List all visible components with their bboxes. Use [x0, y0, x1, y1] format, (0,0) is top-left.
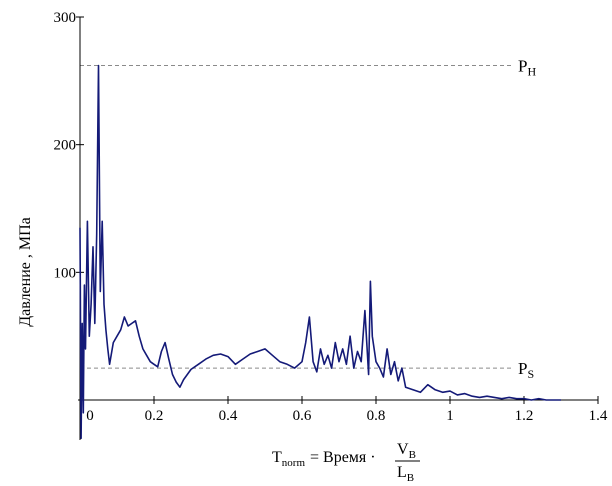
x-tick-label: 0.2: [145, 408, 164, 424]
x-tick-label: 0.8: [367, 408, 386, 424]
y-tick-label: 100: [54, 265, 77, 281]
reference-label-ps: PS: [518, 359, 534, 381]
x-tick-label: 1.2: [515, 408, 534, 424]
x-tick-label: 0.4: [219, 408, 238, 424]
formula-denominator: LB: [397, 464, 414, 484]
series-layer: [79, 64, 561, 440]
formula-middle: = Время ·: [310, 449, 376, 466]
y-tick-label: 200: [54, 138, 77, 154]
x-tick-label: 1: [446, 408, 454, 424]
reference-label-ph: PH: [518, 57, 536, 79]
x-tick-label: 0: [86, 408, 94, 424]
reference-lines-layer: [80, 65, 512, 369]
formula-lhs: Tnorm: [272, 449, 305, 469]
formula-numerator: VB: [397, 441, 416, 461]
y-tick-label: 300: [54, 10, 77, 26]
x-tick-label: 0.6: [293, 408, 312, 424]
reference-labels-layer: PH PS: [518, 57, 536, 382]
pressure-series-line: [79, 64, 561, 440]
x-tick-label: 1.4: [589, 408, 608, 424]
ticks-layer: 0 0.2 0.4 0.6 0.8 1 1.2 1.4 100 200 300: [54, 10, 608, 424]
x-axis-label-formula: Tnorm = Время · VB LB: [272, 441, 420, 484]
y-axis-label: Давление , МПа: [17, 217, 34, 327]
